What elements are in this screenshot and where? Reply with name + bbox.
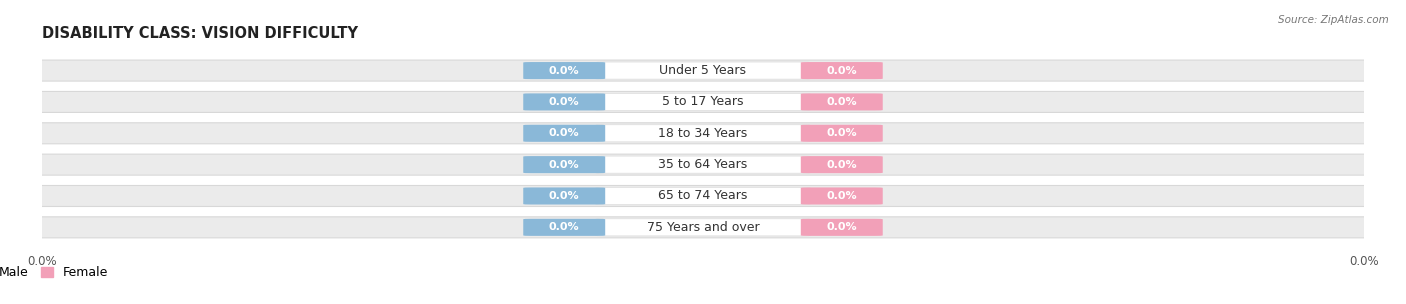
Legend: Male, Female: Male, Female: [0, 266, 108, 279]
Text: 0.0%: 0.0%: [827, 222, 858, 232]
FancyBboxPatch shape: [596, 62, 810, 79]
Text: 0.0%: 0.0%: [548, 222, 579, 232]
FancyBboxPatch shape: [25, 217, 1381, 238]
FancyBboxPatch shape: [596, 125, 810, 142]
Text: DISABILITY CLASS: VISION DIFFICULTY: DISABILITY CLASS: VISION DIFFICULTY: [42, 26, 359, 40]
FancyBboxPatch shape: [596, 93, 810, 110]
FancyBboxPatch shape: [523, 188, 605, 205]
FancyBboxPatch shape: [25, 154, 1381, 175]
FancyBboxPatch shape: [596, 188, 810, 205]
FancyBboxPatch shape: [801, 156, 883, 173]
Text: Under 5 Years: Under 5 Years: [659, 64, 747, 77]
FancyBboxPatch shape: [801, 62, 883, 79]
Text: 0.0%: 0.0%: [827, 66, 858, 76]
Text: 65 to 74 Years: 65 to 74 Years: [658, 189, 748, 202]
Text: 0.0%: 0.0%: [827, 191, 858, 201]
Text: 0.0%: 0.0%: [548, 191, 579, 201]
FancyBboxPatch shape: [523, 125, 605, 142]
FancyBboxPatch shape: [596, 219, 810, 236]
Text: 35 to 64 Years: 35 to 64 Years: [658, 158, 748, 171]
FancyBboxPatch shape: [25, 123, 1381, 144]
Text: 0.0%: 0.0%: [548, 160, 579, 170]
FancyBboxPatch shape: [523, 93, 605, 110]
FancyBboxPatch shape: [801, 93, 883, 110]
FancyBboxPatch shape: [801, 219, 883, 236]
Text: 0.0%: 0.0%: [548, 97, 579, 107]
Text: 18 to 34 Years: 18 to 34 Years: [658, 127, 748, 140]
FancyBboxPatch shape: [523, 62, 605, 79]
FancyBboxPatch shape: [25, 92, 1381, 112]
FancyBboxPatch shape: [596, 156, 810, 173]
FancyBboxPatch shape: [25, 185, 1381, 206]
FancyBboxPatch shape: [523, 219, 605, 236]
FancyBboxPatch shape: [25, 60, 1381, 81]
Text: 75 Years and over: 75 Years and over: [647, 221, 759, 234]
Text: 0.0%: 0.0%: [548, 128, 579, 138]
Text: 0.0%: 0.0%: [827, 128, 858, 138]
Text: 0.0%: 0.0%: [827, 97, 858, 107]
FancyBboxPatch shape: [523, 156, 605, 173]
Text: 0.0%: 0.0%: [548, 66, 579, 76]
Text: 5 to 17 Years: 5 to 17 Years: [662, 95, 744, 109]
Text: Source: ZipAtlas.com: Source: ZipAtlas.com: [1278, 15, 1389, 25]
FancyBboxPatch shape: [801, 125, 883, 142]
Text: 0.0%: 0.0%: [827, 160, 858, 170]
FancyBboxPatch shape: [801, 188, 883, 205]
